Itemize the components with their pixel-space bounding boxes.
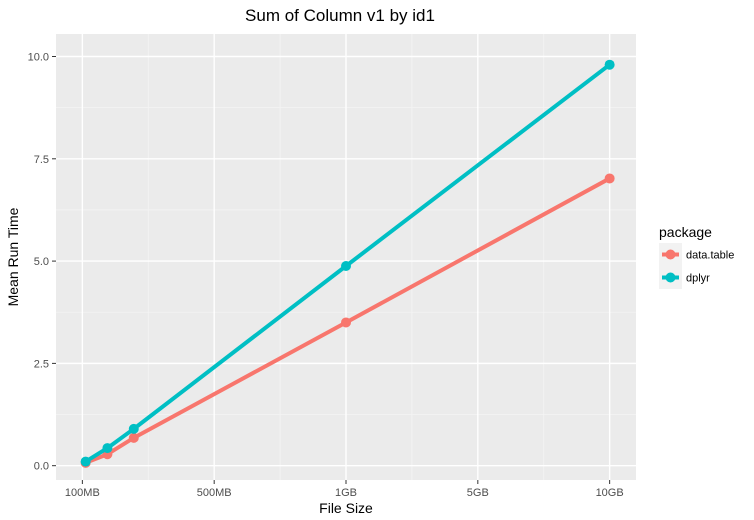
x-axis: 100MB 500MB 1GB 5GB 10GB xyxy=(65,480,624,499)
x-tick-label: 500MB xyxy=(197,487,232,499)
data-point xyxy=(102,443,113,454)
x-tick-label: 10GB xyxy=(596,487,624,499)
chart-title: Sum of Column v1 by id1 xyxy=(245,6,435,25)
legend-label: data.table xyxy=(686,250,734,262)
y-tick-label: 0.0 xyxy=(34,461,49,473)
data-point xyxy=(128,423,139,434)
y-tick-label: 10.0 xyxy=(28,52,49,64)
data-point xyxy=(341,261,351,272)
x-tick-label: 5GB xyxy=(467,487,489,499)
legend-key-point xyxy=(665,272,676,283)
y-axis: 0.0 2.5 5.0 7.5 10.0 xyxy=(28,52,56,473)
data-point xyxy=(341,317,351,328)
y-tick-label: 5.0 xyxy=(34,256,49,268)
data-point xyxy=(80,456,91,467)
y-axis-title: Mean Run Time xyxy=(5,207,21,306)
legend-title: package xyxy=(659,224,712,240)
legend-label: dplyr xyxy=(686,273,710,285)
legend: package data.table dplyr xyxy=(659,224,734,289)
data-point xyxy=(604,173,615,184)
legend-item: dplyr xyxy=(659,266,710,289)
y-tick-label: 7.5 xyxy=(34,154,49,166)
legend-item: data.table xyxy=(659,243,734,266)
data-point xyxy=(128,432,139,443)
data-point xyxy=(604,59,615,70)
y-tick-label: 2.5 xyxy=(34,358,49,370)
x-tick-label: 100MB xyxy=(65,487,100,499)
legend-key-point xyxy=(665,249,676,260)
grid xyxy=(56,34,636,480)
x-tick-label: 1GB xyxy=(335,487,357,499)
series-dplyr xyxy=(80,59,615,467)
series-layer xyxy=(80,59,615,468)
x-axis-title: File Size xyxy=(319,500,373,516)
